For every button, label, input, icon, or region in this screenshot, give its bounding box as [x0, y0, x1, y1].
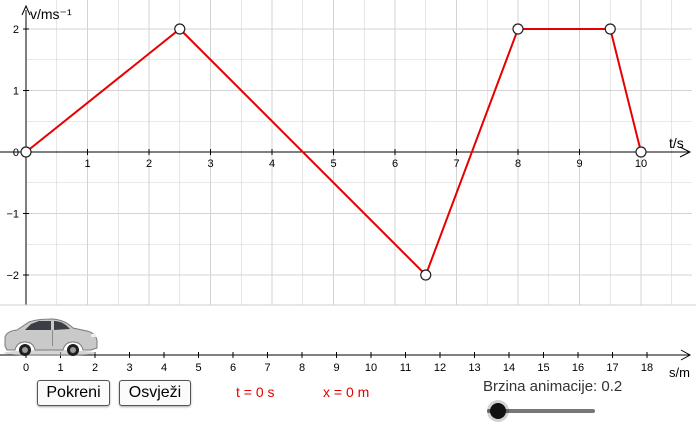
control-point[interactable] [420, 269, 432, 281]
track-axis-arrow-icon [680, 349, 692, 361]
y-tick-label: −1 [6, 209, 19, 221]
position-readout: x = 0 m [323, 384, 370, 400]
x-tick-label: 3 [207, 158, 213, 170]
y-axis-arrow-icon [21, 4, 31, 16]
refresh-button[interactable]: Osvježi [119, 380, 191, 406]
y-tick-label: 1 [13, 86, 19, 98]
track-tick-label: 1 [57, 362, 63, 374]
track-tick-label: 17 [606, 362, 618, 374]
track-axis-label: s/m [669, 365, 690, 380]
x-tick-label: 5 [330, 158, 336, 170]
x-axis-arrow-icon [679, 146, 692, 158]
velocity-time-line [25, 27, 642, 277]
track-tick-label: 15 [537, 362, 549, 374]
start-button[interactable]: Pokreni [37, 380, 110, 406]
x-tick-label: 1 [84, 158, 90, 170]
track-tick-label: 11 [400, 362, 411, 374]
x-tick-label: 2 [146, 158, 152, 170]
graph-y-ticks: 2 1 0 −1 −2 [6, 24, 29, 282]
x-tick-label: 7 [453, 158, 459, 170]
x-axis-label: t/s [669, 135, 684, 151]
track-tick-label: 12 [434, 362, 446, 374]
track-tick-label: 0 [23, 362, 29, 374]
track-tick-label: 7 [264, 362, 270, 374]
track-tick-label: 14 [503, 362, 515, 374]
x-tick-label: 10 [635, 158, 647, 170]
graph-x-ticks: 1 2 3 4 5 6 7 8 9 10 [84, 149, 647, 170]
track-tick-label: 10 [365, 362, 377, 374]
control-point[interactable] [635, 146, 647, 158]
track-tick-label: 9 [333, 362, 339, 374]
car-icon [4, 318, 98, 356]
track-tick-label: 3 [126, 362, 132, 374]
track-tick-label: 4 [161, 362, 167, 374]
animation-speed-slider[interactable] [487, 403, 595, 419]
y-tick-label: 0 [13, 147, 19, 159]
track-tick-label: 18 [641, 362, 653, 374]
y-axis-label: v/ms⁻¹ [30, 6, 72, 22]
x-tick-label: 9 [576, 158, 582, 170]
control-point[interactable] [604, 23, 616, 35]
control-point[interactable] [512, 23, 524, 35]
x-tick-label: 6 [392, 158, 398, 170]
time-readout: t = 0 s [236, 384, 275, 400]
track-tick-label: 8 [299, 362, 305, 374]
track-tick-label: 13 [468, 362, 480, 374]
y-tick-label: 2 [13, 24, 19, 36]
animation-speed-label: Brzina animacije: 0.2 [483, 378, 623, 395]
track-tick-label: 5 [195, 362, 201, 374]
track-tick-label: 16 [572, 362, 584, 374]
control-point[interactable] [20, 146, 32, 158]
track-tick-label: 2 [92, 362, 98, 374]
velocity-time-points[interactable] [20, 23, 647, 281]
track-tick-label: 6 [230, 362, 236, 374]
track-ticks: 0 1 2 3 4 5 6 7 8 9 10 11 12 13 14 15 16 17 18 [23, 352, 653, 374]
slider-track[interactable] [487, 409, 595, 413]
x-tick-label: 8 [515, 158, 521, 170]
control-point[interactable] [174, 23, 186, 35]
y-tick-label: −2 [6, 270, 19, 282]
slider-thumb[interactable] [490, 403, 506, 419]
x-tick-label: 4 [269, 158, 275, 170]
